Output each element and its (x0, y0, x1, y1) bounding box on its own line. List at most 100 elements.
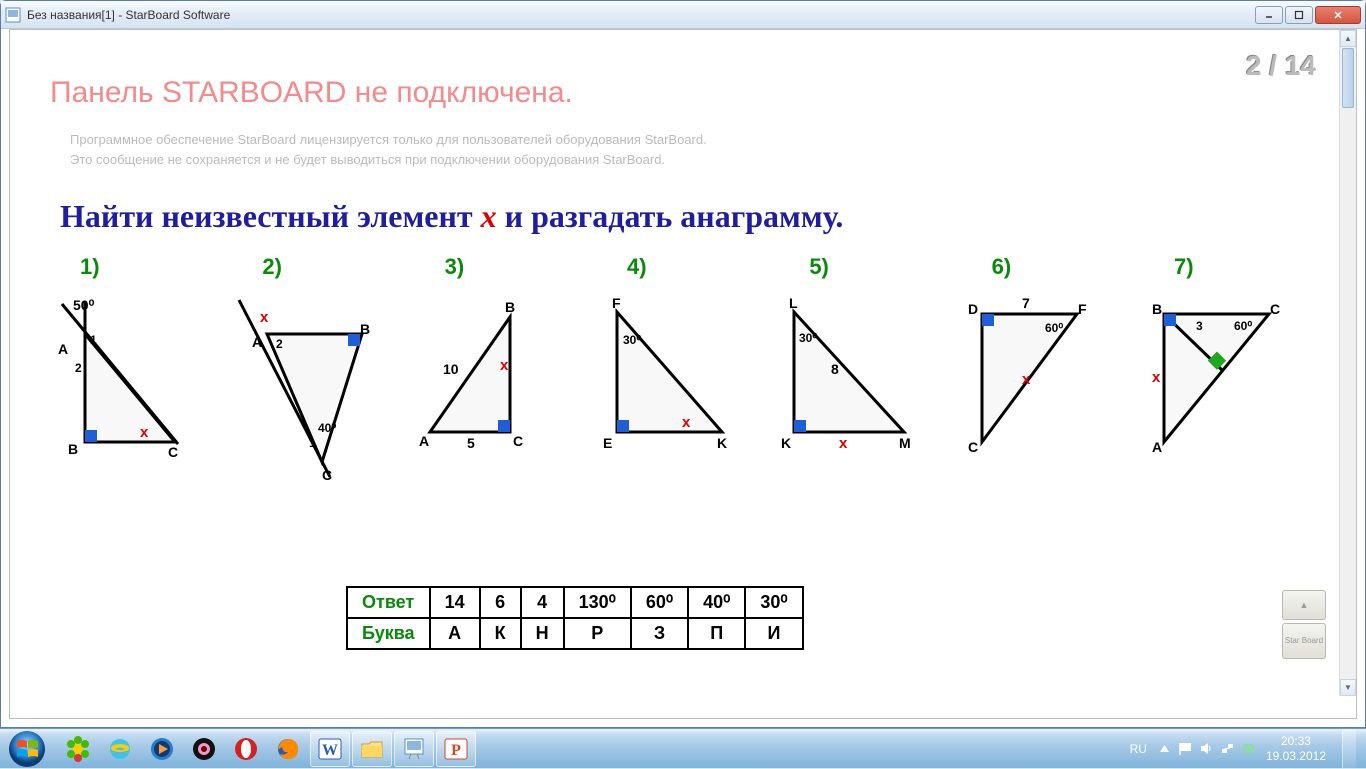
svg-text:50⁰: 50⁰ (73, 297, 95, 313)
svg-text:x: x (839, 435, 848, 452)
triangle-7: B C A 3 60⁰ x (1134, 292, 1294, 462)
task-heading: Найти неизвестный элемент x и разгадать … (60, 198, 843, 235)
volume-icon[interactable] (1199, 741, 1214, 756)
answer-label: Ответ (347, 587, 430, 618)
svg-text:30⁰: 30⁰ (799, 331, 817, 345)
eye-icon (191, 736, 217, 762)
task-x: x (481, 198, 497, 234)
svg-text:B: B (68, 441, 78, 457)
answer-cell: 40⁰ (688, 587, 745, 618)
time-text: 20:33 (1266, 734, 1326, 749)
answer-table: Ответ 14 6 4 130⁰ 60⁰ 40⁰ 30⁰ Буква А К … (346, 586, 804, 650)
svg-text:1: 1 (90, 333, 97, 347)
close-button[interactable] (1315, 6, 1361, 24)
svg-text:x: x (260, 309, 269, 326)
date-text: 19.03.2012 (1266, 749, 1326, 764)
letter-cell: Н (521, 618, 564, 649)
svg-text:C: C (322, 467, 332, 482)
problem-num: 7) (1174, 254, 1306, 280)
svg-text:x: x (682, 414, 691, 431)
start-button[interactable] (0, 729, 54, 769)
warning-line2: Это сообщение не сохраняется и не будет … (70, 150, 707, 170)
problem-3: 3) A B C 10 5 x (405, 254, 577, 487)
svg-text:x: x (500, 357, 509, 374)
opera-icon (233, 736, 259, 762)
answer-cell: 60⁰ (631, 587, 688, 618)
svg-text:P: P (451, 742, 461, 759)
svg-text:7: 7 (1022, 295, 1030, 311)
svg-text:30⁰: 30⁰ (623, 333, 641, 347)
svg-text:C: C (1270, 301, 1280, 317)
scroll-up-button[interactable]: ▲ (1340, 30, 1356, 47)
svg-text:F: F (1078, 301, 1087, 317)
letter-cell: И (745, 618, 802, 649)
taskbar-app-ie[interactable] (100, 731, 140, 767)
svg-text:M: M (899, 435, 911, 451)
svg-text:2: 2 (75, 361, 82, 375)
svg-text:10: 10 (443, 361, 459, 377)
problem-5: 5) K L M 30⁰ 8 x (769, 254, 941, 487)
warning-text: Программное обеспечение StarBoard лиценз… (70, 130, 707, 169)
maximize-button[interactable] (1285, 6, 1313, 24)
starboard-icon (401, 736, 427, 762)
taskbar-app-eye[interactable] (184, 731, 224, 767)
answer-cell: 4 (521, 587, 564, 618)
taskbar-app-icq[interactable] (58, 731, 98, 767)
scroll-down-button[interactable]: ▼ (1340, 679, 1356, 696)
svg-text:1: 1 (309, 436, 316, 450)
flag-icon[interactable] (1178, 741, 1193, 756)
answer-cell: 6 (480, 587, 521, 618)
problem-7: 7) B C A 3 60⁰ x (1134, 254, 1306, 487)
app-icon (5, 7, 21, 23)
triangle-3: A B C 10 5 x (405, 292, 565, 462)
language-indicator[interactable]: RU (1130, 742, 1147, 756)
tray-up-icon[interactable] (1157, 741, 1172, 756)
taskbar-app-wmp[interactable] (142, 731, 182, 767)
triangle-2: A B C 2 1 40⁰ x (222, 292, 382, 482)
window-title: Без названия[1] - StarBoard Software (27, 8, 1253, 22)
answer-row-values: Ответ 14 6 4 130⁰ 60⁰ 40⁰ 30⁰ (347, 587, 803, 618)
letter-cell: К (480, 618, 521, 649)
problem-1: 1) 50⁰ A B C 1 2 x (40, 254, 212, 487)
titlebar: Без названия[1] - StarBoard Software (1, 1, 1365, 29)
svg-text:E: E (603, 435, 612, 451)
network-icon[interactable] (1220, 741, 1235, 756)
clock[interactable]: 20:33 19.03.2012 (1266, 734, 1326, 764)
letter-label: Буква (347, 618, 430, 649)
word-icon: W (317, 736, 343, 762)
media-player-icon (149, 736, 175, 762)
windows-logo-icon (8, 730, 46, 768)
answer-cell: 30⁰ (745, 587, 802, 618)
show-desktop-button[interactable] (1342, 730, 1356, 768)
taskbar-app-word[interactable]: W (310, 731, 350, 767)
warning-title: Панель STARBOARD не подключена. (50, 76, 573, 110)
taskbar-app-firefox[interactable] (268, 731, 308, 767)
nav-logo-button[interactable]: Star Board (1282, 623, 1326, 659)
nav-up-button[interactable]: ▲ (1282, 590, 1326, 620)
taskbar-app-powerpoint[interactable]: P (436, 731, 476, 767)
taskbar-app-starboard[interactable] (394, 731, 434, 767)
taskbar-app-explorer[interactable] (352, 731, 392, 767)
letter-cell: А (430, 618, 480, 649)
scroll-thumb[interactable] (1342, 48, 1354, 108)
scrollbar[interactable]: ▲ ▼ (1339, 30, 1356, 696)
app-window: Без названия[1] - StarBoard Software 2 /… (0, 0, 1366, 728)
task-suffix: и разгадать анаграмму. (497, 198, 844, 234)
problem-2: 2) A B C 2 1 40⁰ x (222, 254, 394, 487)
svg-text:D: D (968, 301, 978, 317)
explorer-icon (359, 736, 385, 762)
problem-num: 1) (80, 254, 212, 280)
svg-text:C: C (168, 444, 178, 460)
triangle-6: D F C 7 60⁰ x (952, 292, 1102, 462)
device-icon[interactable] (1241, 741, 1256, 756)
svg-text:A: A (252, 334, 262, 350)
minimize-button[interactable] (1255, 6, 1283, 24)
taskbar-app-opera[interactable] (226, 731, 266, 767)
ie-icon (107, 736, 133, 762)
triangle-4: E F K 30⁰ x (587, 292, 747, 462)
system-tray: RU 20:33 19.03.2012 (1130, 730, 1366, 768)
svg-text:C: C (968, 439, 978, 455)
tray-icons (1157, 741, 1256, 756)
letter-cell: П (688, 618, 745, 649)
svg-text:A: A (58, 341, 68, 357)
